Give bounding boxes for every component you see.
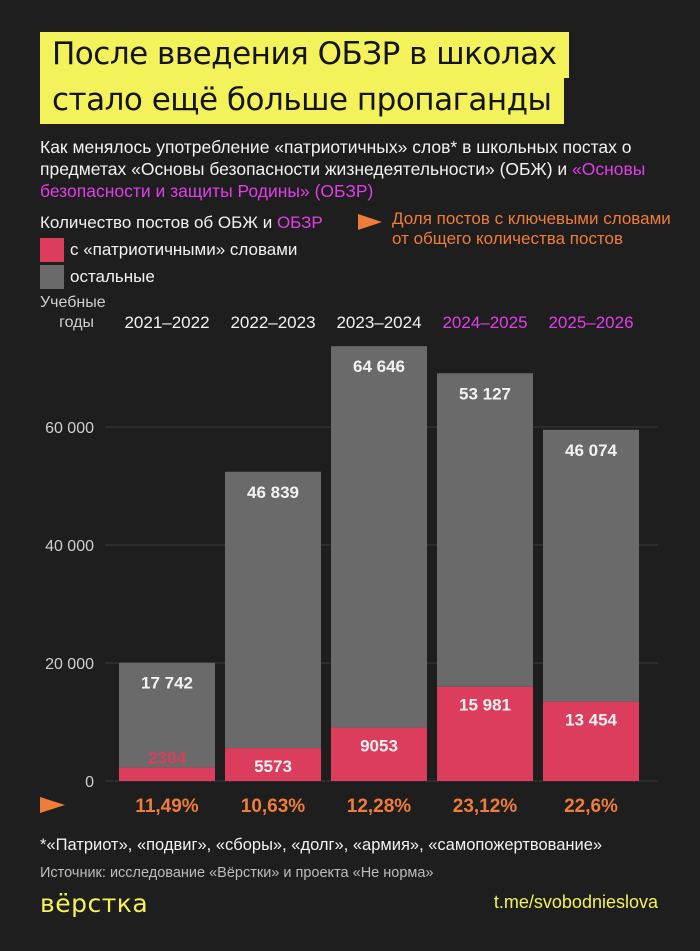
bar-patriotic bbox=[225, 748, 321, 781]
year-label: 2022–2023 bbox=[230, 313, 315, 332]
source: Источник: исследование «Вёрстки» и проек… bbox=[40, 865, 434, 881]
bar-label-patriotic: 5573 bbox=[254, 757, 292, 776]
footnote: *«Патриот», «подвиг», «сборы», «долг», «… bbox=[40, 836, 603, 854]
legend-swatch-patriotic bbox=[40, 237, 64, 262]
title-line-2: стало ещё больше пропаганды bbox=[40, 78, 564, 124]
share-label: 23,12% bbox=[453, 796, 518, 817]
share-label: 10,63% bbox=[241, 796, 306, 817]
year-label: 2024–2025 bbox=[442, 313, 527, 332]
legend-share: Доля постов с ключевыми словами от общег… bbox=[358, 209, 678, 249]
year-label: 2025–2026 bbox=[548, 313, 633, 332]
share-label: 12,28% bbox=[347, 796, 412, 817]
share-label: 22,6% bbox=[564, 796, 618, 817]
legend-swatch-other bbox=[40, 264, 64, 289]
bar-patriotic bbox=[119, 767, 215, 781]
title-block: После введения ОБЗР в школах стало ещё б… bbox=[40, 32, 620, 124]
subtitle-obzr: «Основы безопасности и защиты Родины» (О… bbox=[40, 159, 646, 201]
legend-heading-obzr: ОБЗР bbox=[276, 212, 323, 232]
legend-share-text: Доля постов с ключевыми словами от общег… bbox=[392, 209, 671, 248]
legend-heading-text: Количество постов об ОБЖ и bbox=[40, 212, 273, 232]
legend-heading: Количество постов об ОБЖ и ОБЗР bbox=[40, 209, 323, 236]
legend-counts: Количество постов об ОБЖ и ОБЗР с «патри… bbox=[40, 209, 323, 290]
share-triangle-icon bbox=[40, 797, 65, 813]
bar-label-patriotic: 15 981 bbox=[459, 696, 511, 715]
bar-other bbox=[119, 662, 215, 768]
bar-patriotic bbox=[543, 701, 639, 781]
bar-patriotic bbox=[331, 727, 427, 781]
years-axis-label: Учебные годы bbox=[40, 294, 106, 331]
bar-other bbox=[225, 471, 321, 749]
bar-other bbox=[543, 429, 639, 702]
bar-label-other: 46 074 bbox=[565, 441, 618, 460]
bar-other bbox=[437, 373, 533, 687]
y-tick-label: 40 000 bbox=[45, 538, 94, 555]
legend-label-patriotic: с «патриотичными» словами bbox=[70, 239, 298, 259]
y-tick-label: 60 000 bbox=[45, 420, 94, 437]
triangle-pointer-icon bbox=[358, 214, 382, 230]
subtitle-text: Как менялось употребление «патриотичных»… bbox=[40, 137, 632, 179]
y-tick-label: 0 bbox=[85, 774, 94, 791]
bar-label-patriotic: 9053 bbox=[360, 737, 398, 756]
year-label: 2023–2024 bbox=[336, 313, 421, 332]
brand-logo: вёрстка bbox=[40, 889, 149, 918]
share-label: 11,49% bbox=[135, 796, 198, 817]
bar-label-other: 64 646 bbox=[353, 357, 405, 376]
bar-label-other: 46 839 bbox=[247, 483, 299, 502]
y-tick-label: 20 000 bbox=[45, 656, 94, 673]
legend-label-other: остальные bbox=[70, 266, 155, 286]
title-line-1: После введения ОБЗР в школах bbox=[40, 32, 569, 78]
stacked-bar-chart: 0 20 000 40 000 60 000 2021–2022 2304 17 742 11… bbox=[40, 313, 658, 817]
bar-patriotic bbox=[437, 686, 533, 781]
legend-item-other: остальные bbox=[40, 263, 323, 290]
legend-item-patriotic: с «патриотичными» словами bbox=[40, 236, 323, 263]
bar-label-patriotic: 13 454 bbox=[565, 711, 618, 730]
bar-label-patriotic: 2304 bbox=[148, 748, 186, 767]
bar-label-other: 53 127 bbox=[459, 384, 511, 403]
subtitle: Как менялось употребление «патриотичных»… bbox=[40, 136, 680, 202]
telegram-link[interactable]: t.me/svobodnieslova bbox=[493, 892, 658, 912]
bar-label-other: 17 742 bbox=[141, 674, 193, 693]
bar-other bbox=[331, 346, 427, 728]
year-label: 2021–2022 bbox=[124, 313, 209, 332]
